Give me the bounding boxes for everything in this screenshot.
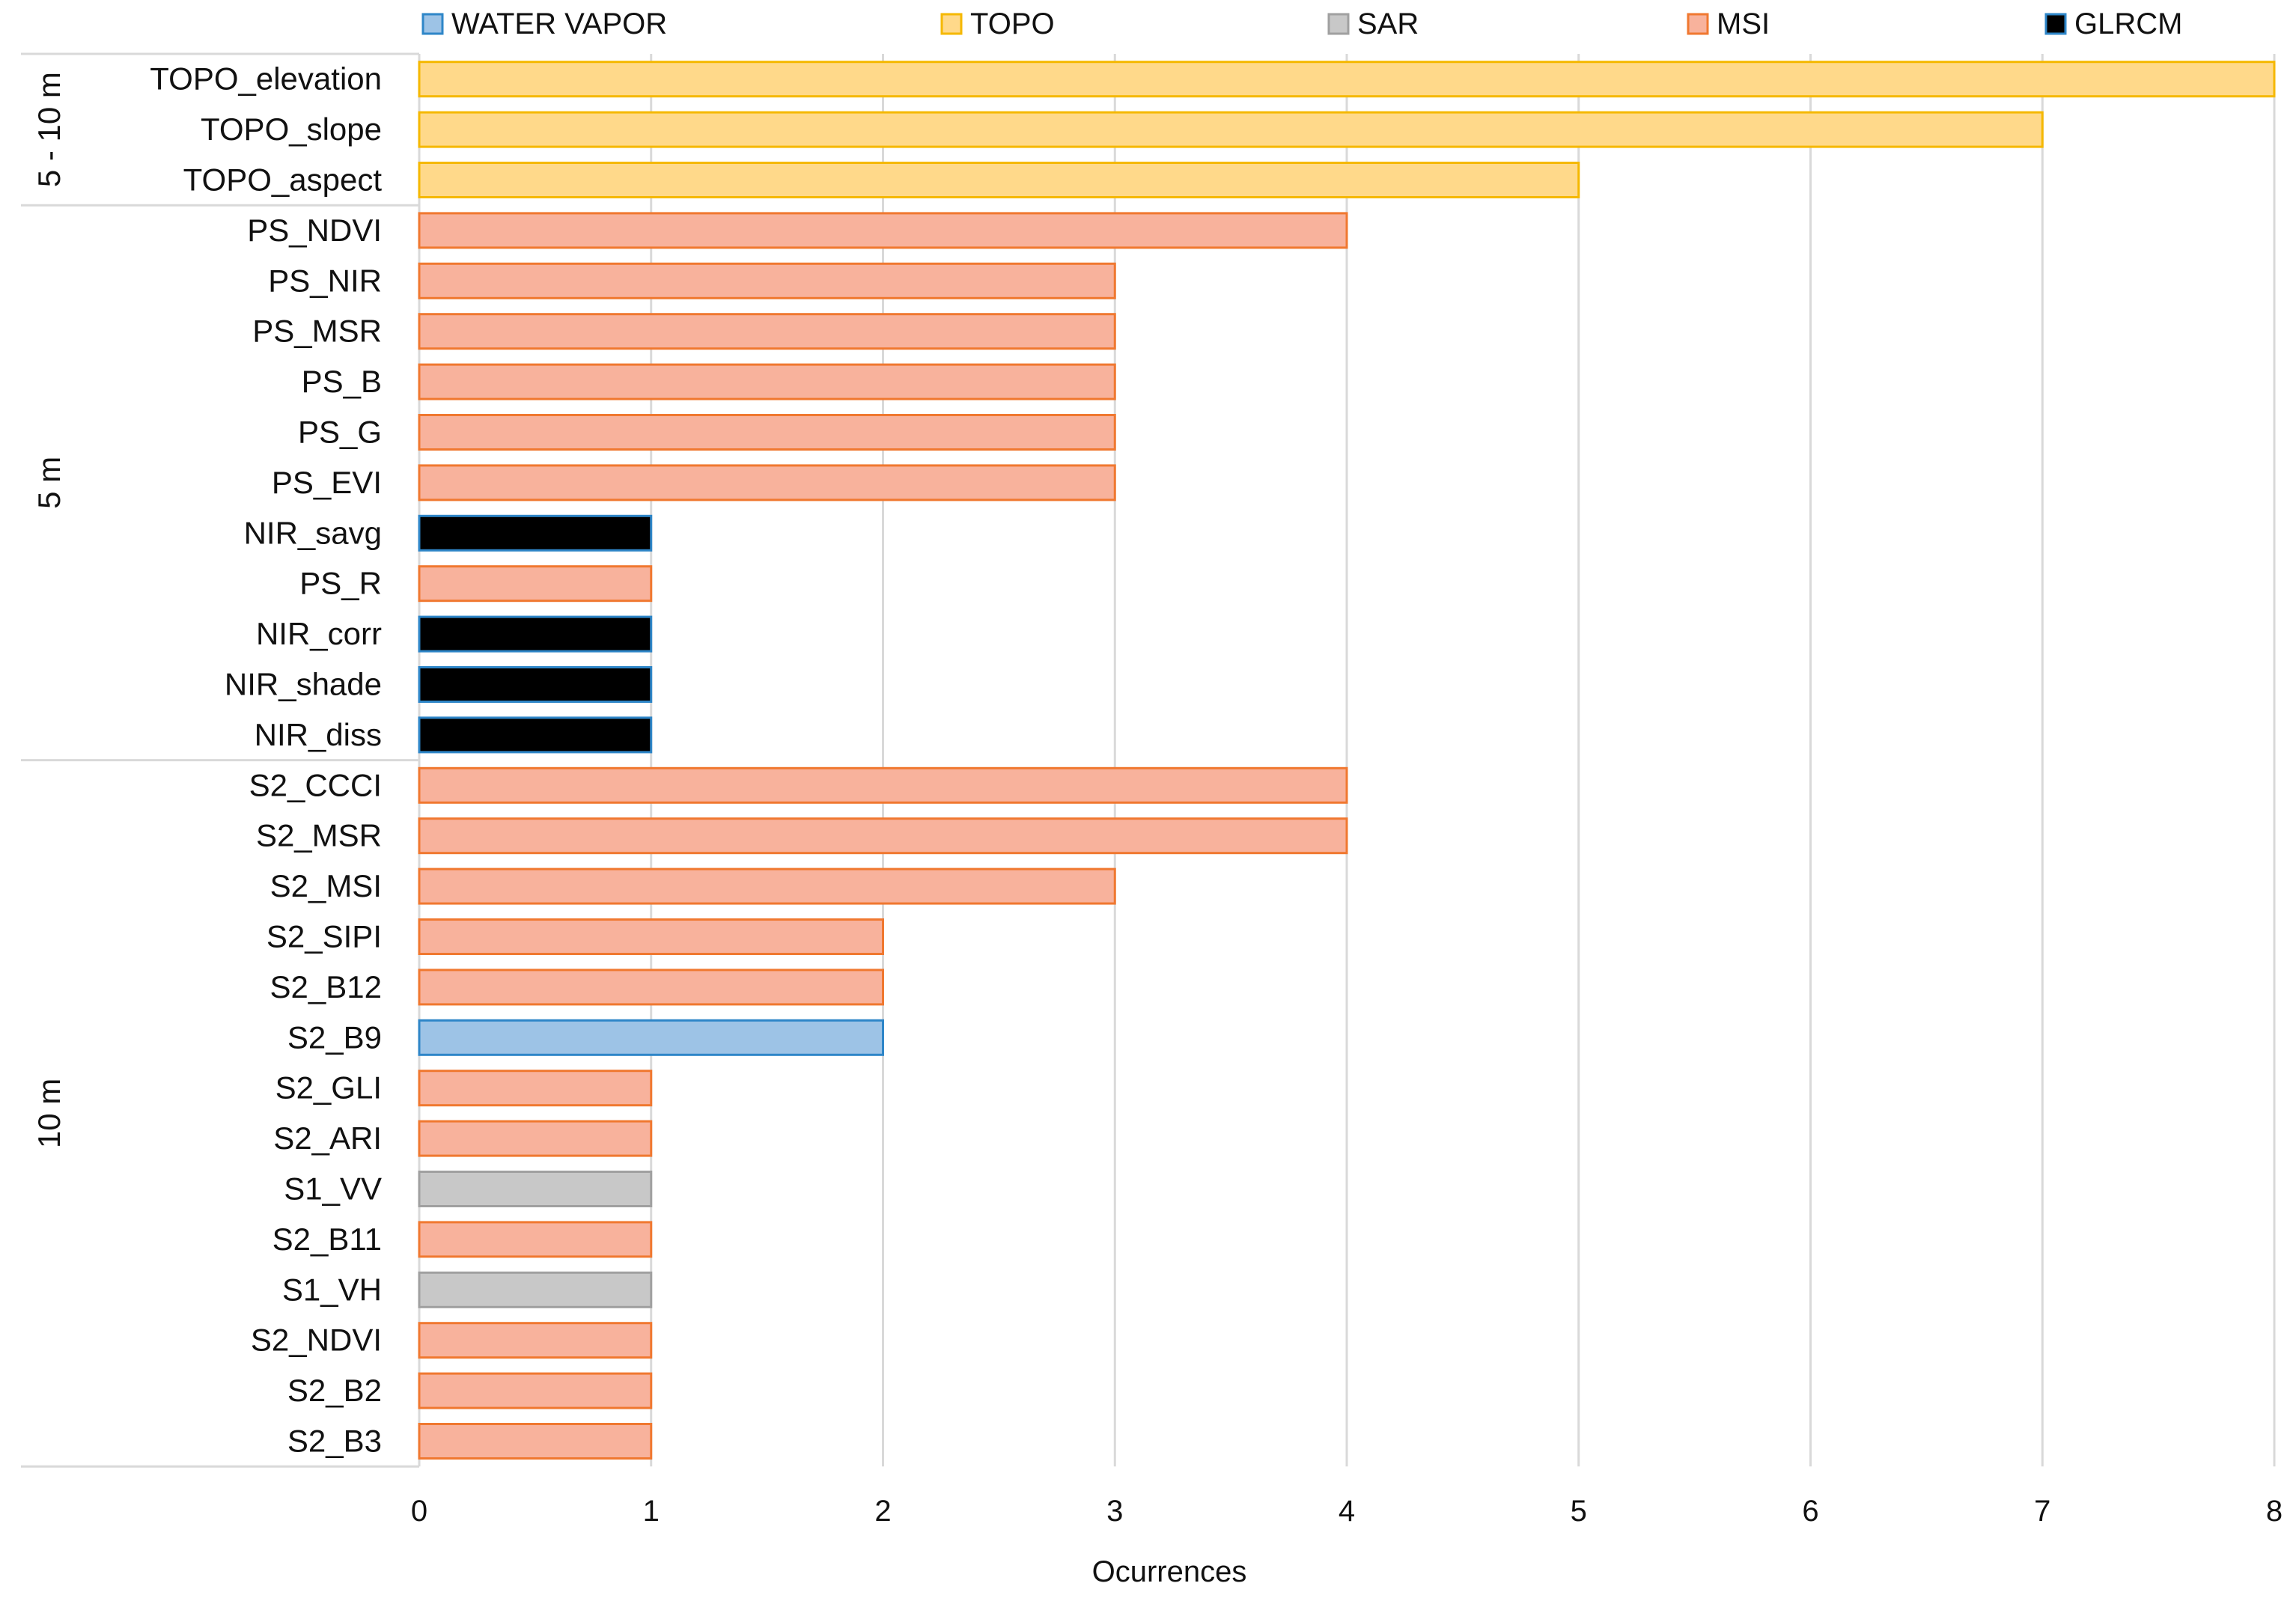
bar-label-ps_msr: PS_MSR <box>252 314 382 349</box>
bar-topo_elevation <box>418 61 2276 98</box>
bar-label-nir_shade: NIR_shade <box>225 667 382 702</box>
x-tick-0: 0 <box>411 1495 427 1528</box>
x-tick-7: 7 <box>2034 1495 2050 1528</box>
x-axis-ticks: 0 1 2 3 4 5 6 7 8 <box>411 1495 2283 1528</box>
bar-label-s2_b3: S2_B3 <box>287 1424 382 1459</box>
bar-label-s2_ari: S2_ARI <box>273 1120 382 1156</box>
bar-label-ps_ndvi: PS_NDVI <box>247 213 382 248</box>
bar-ps_msr <box>418 313 1116 350</box>
x-tick-4: 4 <box>1339 1495 1355 1528</box>
bar-labels: TOPO_elevation TOPO_slope TOPO_aspect PS_ND… <box>150 61 382 1459</box>
bar-label-s1_vv: S1_VV <box>284 1171 382 1207</box>
bar-label-topo_elevation: TOPO_elevation <box>150 61 382 97</box>
x-tick-6: 6 <box>1802 1495 1818 1528</box>
bar-label-ps_g: PS_G <box>298 415 382 450</box>
bar-nir_shade <box>418 666 653 703</box>
legend-swatch-glrcm <box>2044 13 2067 35</box>
bar-label-s2_b11: S2_B11 <box>272 1222 382 1257</box>
bar-label-topo_slope: TOPO_slope <box>201 112 382 147</box>
bar-label-ps_evi: PS_EVI <box>272 465 382 500</box>
bar-s2_ari <box>418 1120 653 1157</box>
bar-s2_gli <box>418 1070 653 1107</box>
x-tick-5: 5 <box>1571 1495 1587 1528</box>
group-label-1: 5 m <box>31 457 67 509</box>
bar-label-ps_r: PS_R <box>299 566 382 601</box>
bar-topo_slope <box>418 111 2044 148</box>
bar-ps_b <box>418 363 1116 400</box>
bar-nir_corr <box>418 615 653 653</box>
bar-s1_vh <box>418 1271 653 1308</box>
bar-label-s2_b9: S2_B9 <box>287 1019 382 1055</box>
bar-s1_vv <box>418 1171 653 1207</box>
group-label-2: 10 m <box>31 1079 67 1148</box>
legend-swatch-msi <box>1687 13 1709 35</box>
bar-s2_sipi <box>418 918 884 955</box>
bar-nir_savg <box>418 514 653 552</box>
legend-swatch-water-vapor <box>421 13 444 35</box>
legend-swatch-sar <box>1327 13 1350 35</box>
bar-s2_msi <box>418 867 1116 905</box>
bar-ps_evi <box>418 464 1116 501</box>
bars <box>418 61 2276 1460</box>
bar-label-s2_msr: S2_MSR <box>256 818 382 853</box>
bar-label-s2_ndvi: S2_NDVI <box>251 1323 382 1358</box>
bar-label-s2_sipi: S2_SIPI <box>267 919 382 954</box>
bar-topo_aspect <box>418 162 1580 198</box>
legend-label-topo: TOPO <box>970 7 1055 40</box>
bar-s2_b2 <box>418 1372 653 1409</box>
bar-nir_diss <box>418 716 653 754</box>
bar-label-s2_b12: S2_B12 <box>270 969 382 1004</box>
x-tick-3: 3 <box>1106 1495 1123 1528</box>
bar-ps_r <box>418 565 653 603</box>
legend-label-glrcm: GLRCM <box>2074 7 2182 40</box>
legend-label-sar: SAR <box>1357 7 1419 40</box>
x-axis-label: Ocurrences <box>1092 1555 1247 1588</box>
bar-s2_msr <box>418 817 1348 855</box>
group-label-0: 5 - 10 m <box>31 72 67 187</box>
bar-label-s2_ccci: S2_CCCI <box>249 767 382 802</box>
bar-label-s1_vh: S1_VH <box>282 1272 382 1307</box>
bar-s2_b9 <box>418 1019 884 1056</box>
bar-label-s2_b2: S2_B2 <box>287 1373 382 1408</box>
x-tick-2: 2 <box>874 1495 891 1528</box>
group-labels: 5 - 10 m 5 m 10 m <box>31 72 67 1148</box>
bar-label-topo_aspect: TOPO_aspect <box>183 162 383 198</box>
legend-label-water-vapor: WATER VAPOR <box>451 7 667 40</box>
bar-label-nir_diss: NIR_diss <box>255 717 382 752</box>
bar-s2_b12 <box>418 969 884 1006</box>
bar-label-nir_corr: NIR_corr <box>256 616 382 651</box>
bar-ps_g <box>418 414 1116 451</box>
bar-s2_ndvi <box>418 1322 653 1359</box>
x-tick-8: 8 <box>2266 1495 2283 1528</box>
bar-s2_b3 <box>418 1423 653 1460</box>
legend-swatch-topo <box>940 13 963 35</box>
bar-label-nir_savg: NIR_savg <box>244 515 382 550</box>
bar-label-ps_b: PS_B <box>302 364 382 399</box>
bar-s2_ccci <box>418 766 1348 804</box>
bar-s2_b11 <box>418 1221 653 1258</box>
bar-ps_nir <box>418 262 1116 299</box>
legend: WATER VAPOR TOPO SAR MSI GLRCM <box>421 7 2182 40</box>
bar-label-ps_nir: PS_NIR <box>268 263 382 298</box>
x-tick-1: 1 <box>643 1495 660 1528</box>
bar-label-s2_gli: S2_GLI <box>275 1070 382 1106</box>
legend-label-msi: MSI <box>1717 7 1770 40</box>
bar-label-s2_msi: S2_MSI <box>270 868 382 903</box>
bar-ps_ndvi <box>418 212 1348 249</box>
